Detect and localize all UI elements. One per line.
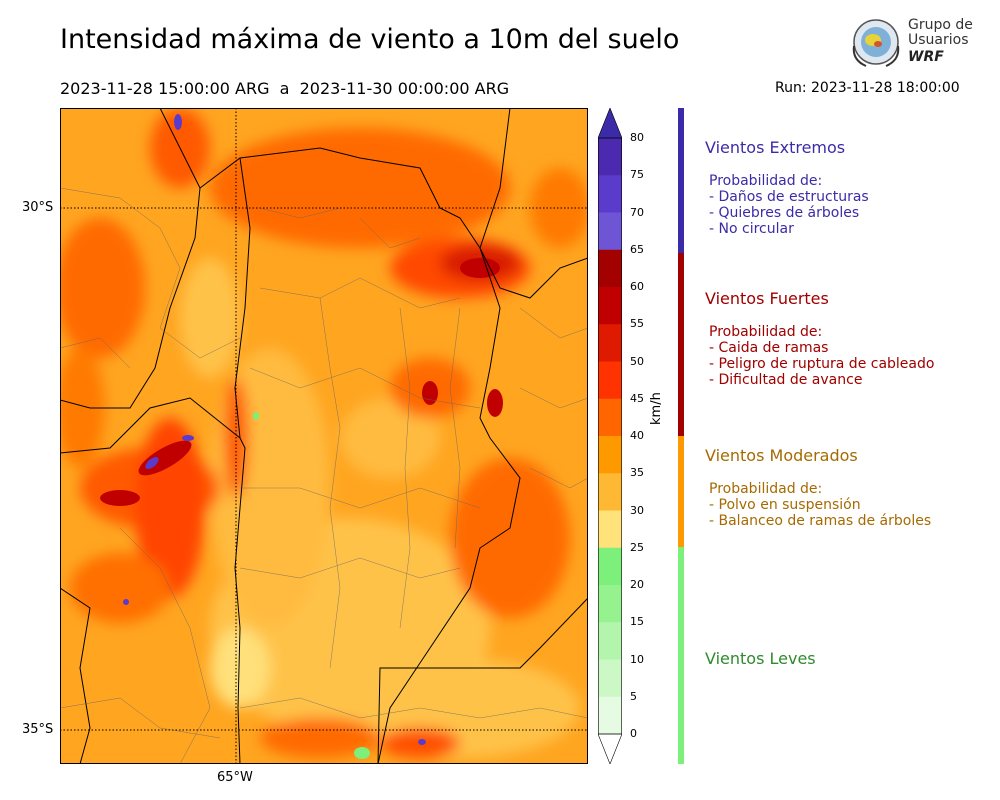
colorbar-tick-label: 15 bbox=[630, 615, 644, 629]
lon-label-65w: 65°W bbox=[217, 770, 253, 785]
colorbar-tick-label: 50 bbox=[630, 354, 644, 368]
colorbar-segment bbox=[598, 473, 622, 511]
colorbar-top-arrow bbox=[598, 108, 622, 139]
category-extreme-title: Vientos Extremos bbox=[705, 138, 846, 157]
category-bar-moderate bbox=[678, 436, 684, 547]
category-light: Vientos Leves bbox=[705, 649, 816, 668]
map-title: Intensidad máxima de viento a 10m del su… bbox=[60, 24, 680, 55]
colorbar-segment bbox=[598, 510, 622, 549]
category-extreme: Vientos Extremos Probabilidad de: - Daño… bbox=[705, 138, 869, 237]
wind-map bbox=[60, 108, 588, 764]
lat-label-35s: 35°S bbox=[22, 722, 54, 737]
colorbar-tick-label: 40 bbox=[630, 429, 644, 442]
colorbar-tick-label: 45 bbox=[630, 391, 644, 405]
category-moderate-desc: Probabilidad de: - Polvo en suspensión -… bbox=[709, 481, 932, 529]
colorbar-unit: km/h bbox=[649, 392, 664, 425]
category-strong: Vientos Fuertes Probabilidad de: - Caida… bbox=[705, 289, 934, 388]
colorbar-tick-label: 70 bbox=[630, 205, 644, 219]
colorbar-segment bbox=[598, 361, 622, 400]
colorbar-segment bbox=[598, 696, 622, 735]
category-moderate: Vientos Moderados Probabilidad de: - Pol… bbox=[705, 446, 931, 529]
colorbar-tick-label: 30 bbox=[630, 503, 644, 517]
colorbar-segment bbox=[598, 324, 622, 362]
colorbar-segment bbox=[598, 287, 622, 325]
globe-logo-icon bbox=[852, 19, 900, 67]
colorbar-segment bbox=[598, 547, 622, 586]
category-light-title: Vientos Leves bbox=[705, 649, 816, 668]
category-extreme-desc: Probabilidad de: - Daños de estructuras … bbox=[709, 173, 869, 237]
category-bar-strong bbox=[678, 253, 684, 436]
colorbar-segment bbox=[598, 398, 622, 437]
category-bar-light bbox=[678, 547, 684, 764]
colorbar-tick-label: 80 bbox=[630, 131, 644, 144]
colorbar-tick-label: 75 bbox=[630, 168, 644, 182]
colorbar-segment bbox=[598, 249, 622, 288]
colorbar-tick-label: 55 bbox=[630, 317, 644, 331]
colorbar-segment bbox=[598, 659, 622, 698]
colorbar-tick-label: 10 bbox=[630, 652, 644, 666]
colorbar-tick-label: 65 bbox=[630, 242, 644, 256]
colorbar-segment bbox=[598, 175, 622, 213]
colorbar bbox=[598, 108, 622, 764]
run-time: Run: 2023-11-28 18:00:00 bbox=[775, 80, 960, 96]
logo-brand: WRF bbox=[908, 49, 944, 65]
category-moderate-title: Vientos Moderados bbox=[705, 446, 858, 465]
forecast-period: 2023-11-28 15:00:00 ARG a 2023-11-30 00:… bbox=[60, 79, 510, 98]
colorbar-tick-label: 20 bbox=[630, 578, 644, 591]
colorbar-segment bbox=[598, 436, 622, 474]
colorbar-segment bbox=[598, 585, 622, 623]
colorbar-segment bbox=[598, 212, 622, 251]
category-strong-title: Vientos Fuertes bbox=[705, 289, 829, 308]
colorbar-tick-label: 35 bbox=[630, 466, 644, 480]
category-strong-desc: Probabilidad de: - Caida de ramas - Peli… bbox=[709, 324, 935, 388]
lat-label-30s: 30°S bbox=[22, 200, 54, 215]
colorbar-bottom-arrow bbox=[598, 733, 622, 764]
colorbar-tick-label: 5 bbox=[630, 689, 637, 703]
logo-text: Grupo de Usuarios bbox=[908, 17, 973, 48]
colorbar-tick-label: 60 bbox=[630, 280, 644, 293]
category-bar-extreme bbox=[678, 108, 684, 253]
colorbar-segment bbox=[598, 138, 622, 176]
colorbar-tick-label: 0 bbox=[630, 727, 637, 740]
colorbar-segment bbox=[598, 622, 622, 660]
wrf-logo: Grupo de Usuarios WRF bbox=[848, 16, 973, 72]
colorbar-tick-label: 25 bbox=[630, 540, 644, 554]
